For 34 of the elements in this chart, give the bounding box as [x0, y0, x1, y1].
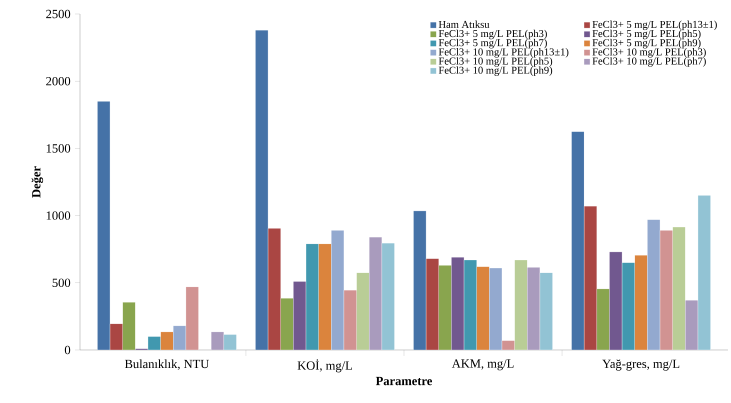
legend-label: FeCl3+ 5 mg/L PEL(ph3)	[438, 30, 547, 40]
legend-label: FeCl3+ 10 mg/L PEL(ph9)	[438, 66, 552, 76]
y-tick-label: 2000	[46, 76, 70, 86]
y-axis-title: Değer	[32, 166, 44, 198]
legend-label: FeCl3+ 5 mg/L PEL(ph9)	[592, 38, 701, 48]
bar	[634, 255, 648, 350]
x-tick-label: Bulanıklık, NTU	[124, 359, 210, 370]
legend-label: FeCl3+ 10 mg/L PEL(ph7)	[592, 57, 706, 67]
bar	[540, 272, 553, 350]
y-tick-label: 500	[52, 278, 70, 288]
bar	[571, 131, 584, 350]
x-tick-label: Yağ-gres, mg/L	[602, 359, 680, 371]
legend-label: FeCl3+ 10 mg/L PEL(ph3)	[592, 48, 706, 58]
legend-label: FeCl3+ 5 mg/L PEL(ph13±1)	[592, 20, 717, 30]
y-tick-label: 0	[64, 346, 70, 354]
legend-label: FeCl3+ 10 mg/L PEL(ph13±1)	[438, 48, 568, 58]
bar	[255, 30, 268, 350]
bar	[698, 195, 711, 350]
x-axis-title: Parametre	[376, 376, 432, 386]
bar	[160, 332, 174, 350]
legend-label: FeCl3+ 5 mg/L PEL(ph7)	[438, 38, 547, 48]
y-tick-label: 2500	[46, 10, 70, 18]
legend-label: FeCl3+ 5 mg/L PEL(ph5)	[592, 30, 701, 40]
y-tick-label: 1000	[46, 211, 70, 220]
bar	[413, 210, 426, 350]
bar	[97, 101, 110, 350]
bar	[318, 244, 332, 350]
bar	[382, 242, 395, 350]
x-tick-label: KOİ, mg/L	[298, 359, 352, 372]
y-tick-label: 1500	[46, 144, 70, 153]
x-tick-label: AKM, mg/L	[452, 359, 514, 370]
bar	[476, 266, 490, 350]
legend-label: Ham Atıksu	[438, 20, 490, 28]
legend-label: FeCl3+ 10 mg/L PEL(ph5)	[438, 57, 552, 67]
